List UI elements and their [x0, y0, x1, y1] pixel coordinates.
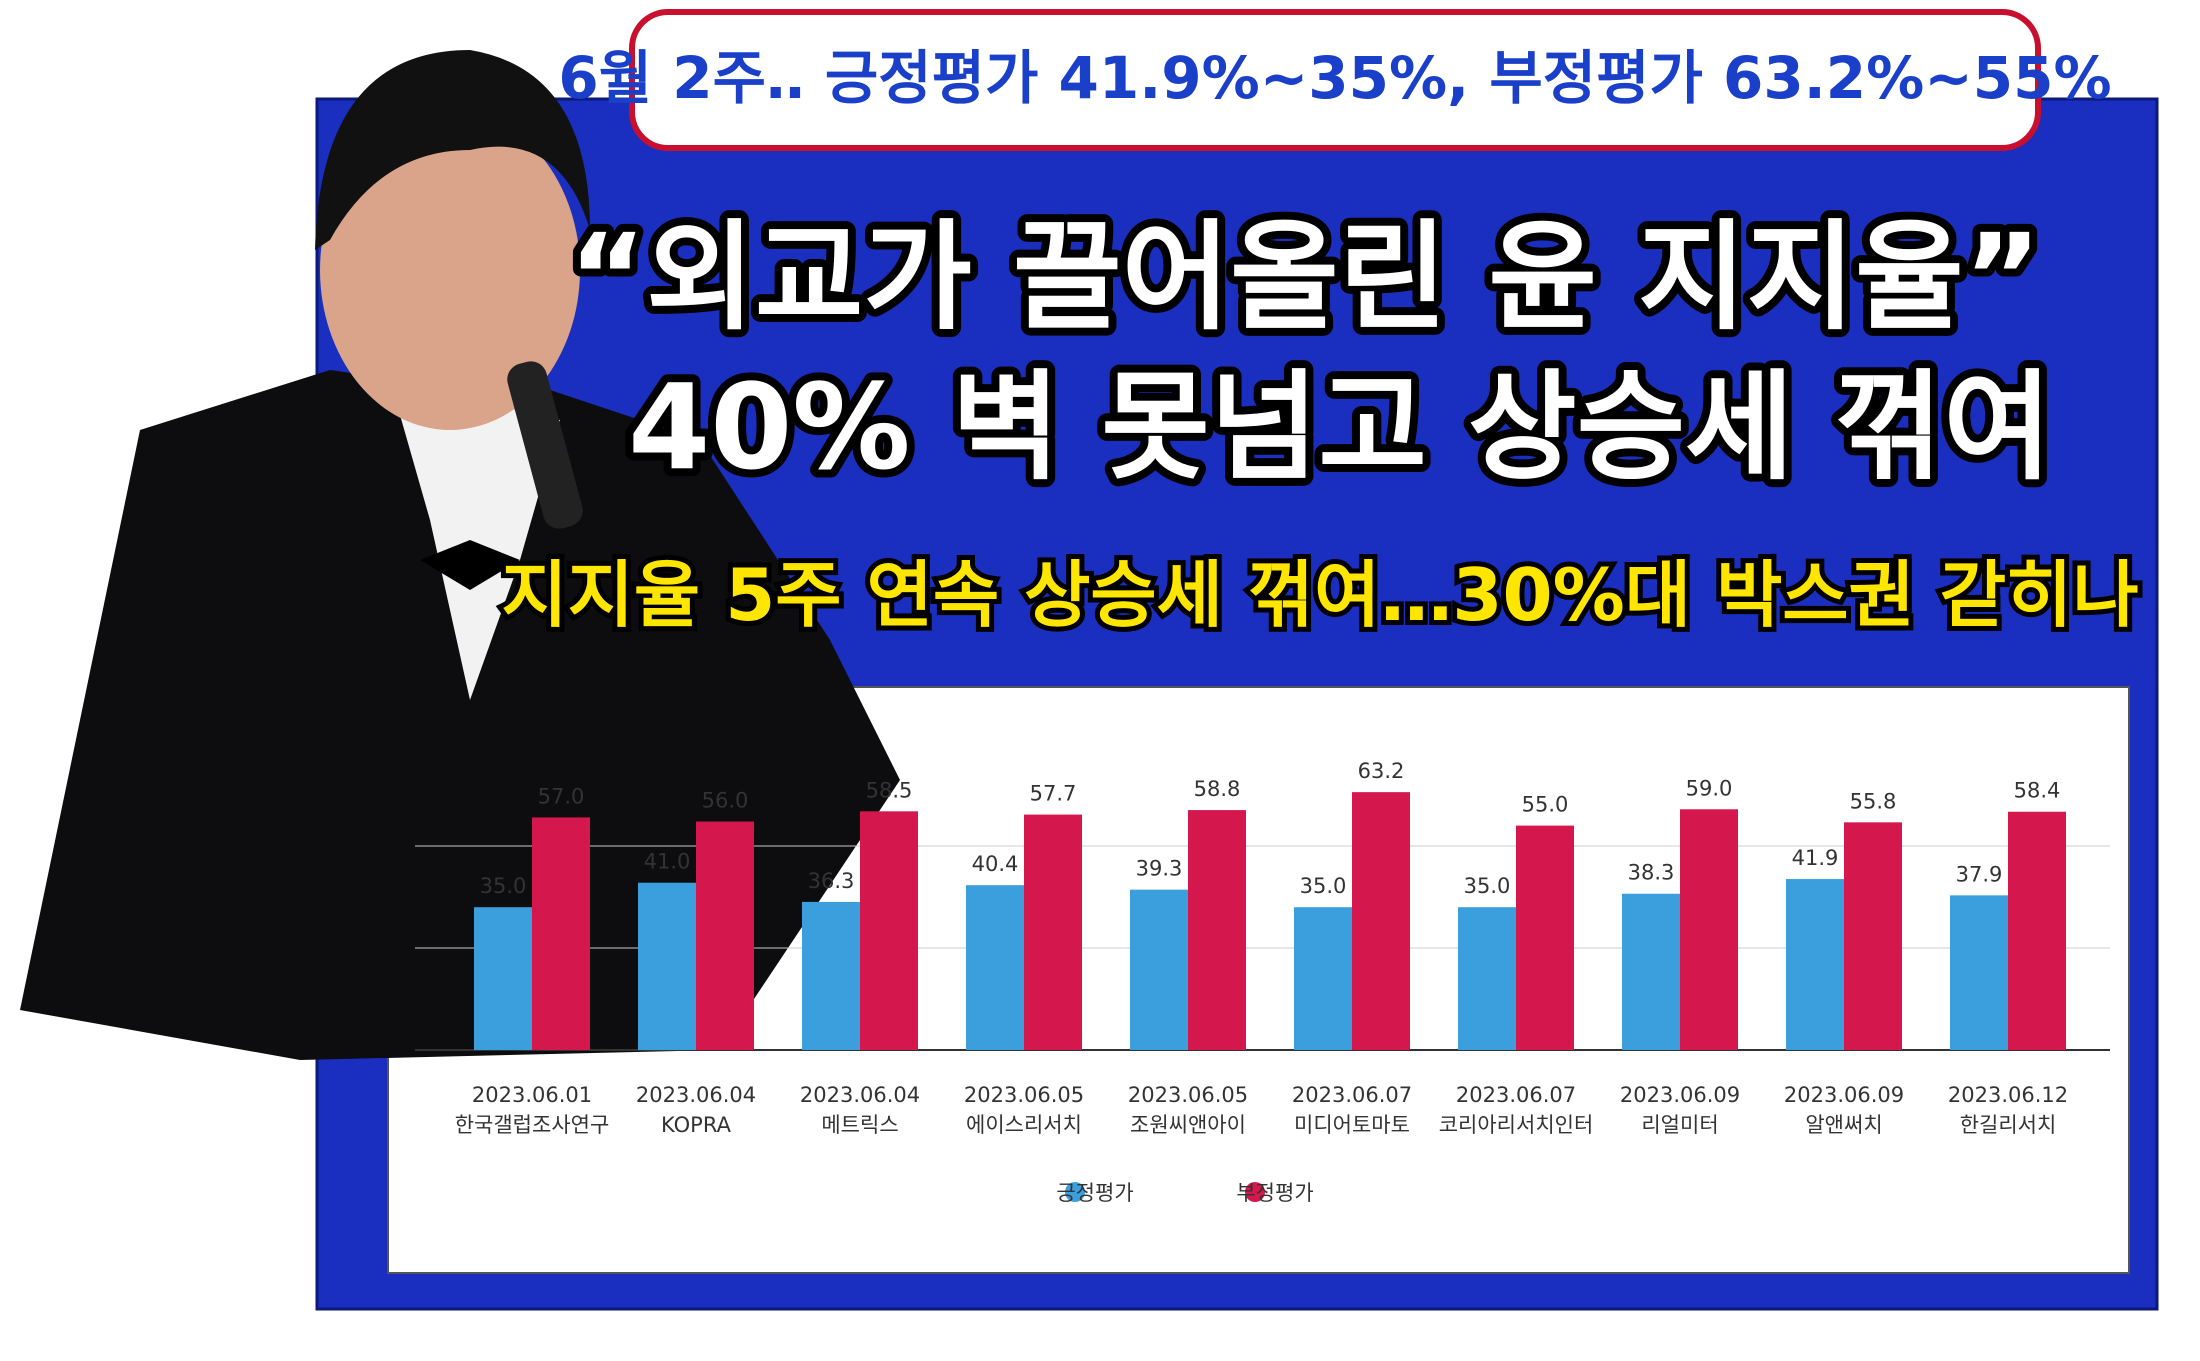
bar	[1950, 895, 2008, 1050]
headline: “외교가 끌어올린 윤 지지율”	[569, 208, 2042, 346]
bar	[1294, 907, 1352, 1050]
value-label: 55.8	[1850, 789, 1897, 813]
bar	[1516, 825, 1574, 1050]
bar	[696, 821, 754, 1050]
value-label: 35.0	[1300, 874, 1347, 898]
bar	[532, 817, 590, 1050]
x-tick-label: 2023.06.01	[472, 1083, 592, 1107]
bar	[1680, 809, 1738, 1050]
value-label: 41.9	[1792, 846, 1839, 870]
x-tick-label: KOPRA	[661, 1113, 732, 1137]
bar	[2008, 811, 2066, 1050]
x-tick-label: 2023.06.05	[964, 1083, 1084, 1107]
value-label: 37.9	[1956, 862, 2003, 886]
x-tick-label: 조원씨앤아이	[1130, 1113, 1246, 1137]
x-tick-label: 2023.06.04	[800, 1083, 920, 1107]
value-label: 57.0	[538, 784, 585, 808]
badge-text: 6월 2주‥ 긍정평가 41.9%~35%, 부정평가 63.2%~55%	[558, 44, 2111, 112]
value-label: 40.4	[972, 852, 1019, 876]
value-label: 58.5	[866, 778, 913, 802]
value-label: 58.4	[2014, 779, 2061, 803]
x-tick-label: 한길리서치	[1960, 1113, 2057, 1137]
x-tick-label: 2023.06.09	[1784, 1083, 1904, 1107]
x-tick-label: 미디어토마토	[1294, 1113, 1410, 1137]
value-label: 56.0	[702, 789, 749, 813]
badge	[629, 9, 2041, 151]
value-label: 35.0	[1464, 874, 1511, 898]
headline: 40% 벽 못넘고 상승세 꺾여	[628, 358, 2052, 496]
bar	[802, 901, 860, 1050]
x-tick-label: 2023.06.07	[1292, 1083, 1412, 1107]
value-label: 35.0	[480, 874, 527, 898]
x-tick-label: 2023.06.04	[636, 1083, 756, 1107]
x-tick-label: 2023.06.09	[1620, 1083, 1740, 1107]
bar	[474, 907, 532, 1050]
bar	[1024, 814, 1082, 1050]
bar	[1458, 907, 1516, 1050]
subheadline: 지지율 5주 연속 상승세 꺾여…30%대 박스권 갇히나	[501, 553, 2138, 637]
value-label: 41.0	[644, 850, 691, 874]
bar	[1786, 879, 1844, 1050]
value-label: 57.7	[1030, 782, 1077, 806]
legend-label: 부정평가	[1236, 1181, 1313, 1205]
bar	[966, 885, 1024, 1050]
x-tick-label: 2023.06.12	[1948, 1083, 2068, 1107]
x-tick-label: 알앤써치	[1805, 1113, 1882, 1137]
bar	[1130, 889, 1188, 1050]
x-tick-label: 한국갤럽조사연구	[455, 1113, 610, 1137]
x-tick-label: 리얼미터	[1641, 1113, 1718, 1137]
x-tick-label: 에이스리서치	[966, 1113, 1082, 1137]
value-label: 39.3	[1136, 857, 1183, 881]
x-tick-label: 2023.06.05	[1128, 1083, 1248, 1107]
value-label: 36.3	[808, 869, 855, 893]
value-label: 59.0	[1686, 776, 1733, 800]
x-tick-label: 코리아리서치인터	[1439, 1113, 1594, 1137]
legend-marker	[1245, 1182, 1265, 1202]
chart: 2023.06.01 한국갤럽조사연구 35.0 57.0 2023.06.04 KOPR…	[415, 759, 2110, 1205]
value-label: 58.8	[1194, 777, 1241, 801]
value-label: 63.2	[1358, 759, 1405, 783]
bar	[1844, 822, 1902, 1050]
x-tick-label: 2023.06.07	[1456, 1083, 1576, 1107]
x-tick-label: 메트릭스	[821, 1113, 898, 1137]
legend-marker	[1065, 1182, 1085, 1202]
value-label: 38.3	[1628, 861, 1675, 885]
bar	[1352, 792, 1410, 1050]
legend-label: 긍정평가	[1056, 1181, 1133, 1205]
bar	[1622, 893, 1680, 1050]
bar	[1188, 810, 1246, 1050]
value-label: 55.0	[1522, 793, 1569, 817]
bar	[860, 811, 918, 1050]
bar	[638, 882, 696, 1050]
